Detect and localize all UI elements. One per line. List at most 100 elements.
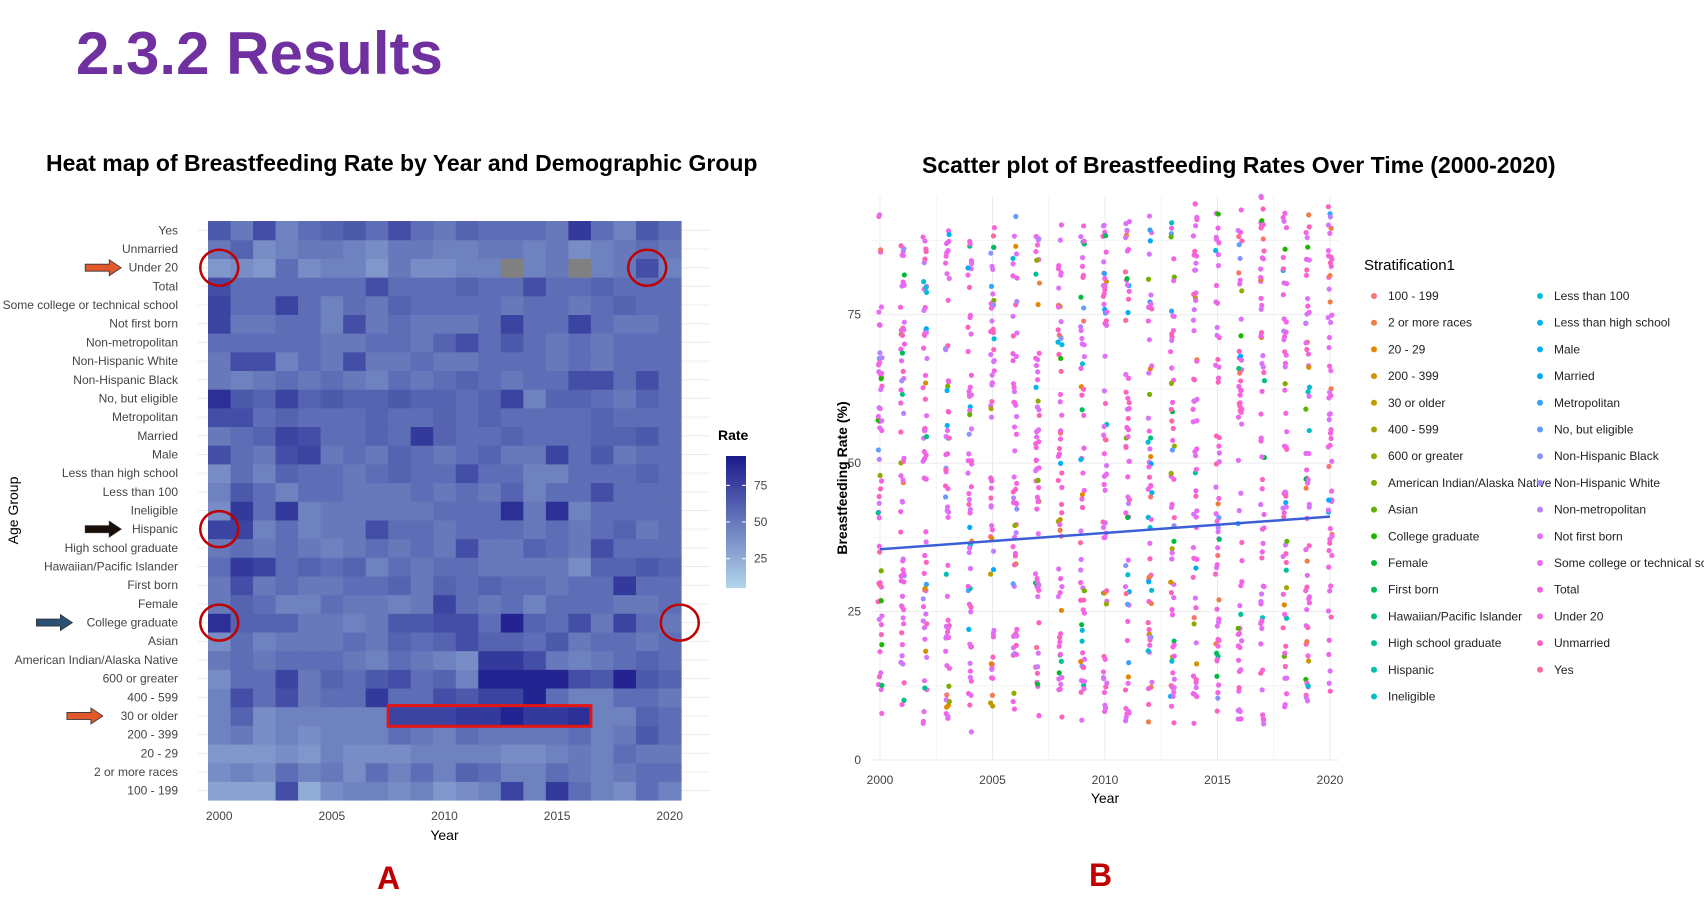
scatter-point [965, 324, 971, 330]
scatter-point [1013, 501, 1020, 507]
heatmap-cell [545, 314, 569, 334]
scatter-point [1124, 228, 1130, 234]
heatmap-cell [275, 725, 299, 745]
scatter-point [1013, 213, 1019, 220]
scatter-point [968, 729, 974, 735]
scatter-point [1261, 583, 1267, 590]
scatter-point [1125, 680, 1131, 686]
scatter-point [1280, 254, 1286, 261]
scatter-point [1146, 304, 1152, 310]
heatmap-cell [208, 669, 232, 689]
scatter-point [1011, 474, 1017, 480]
heatmap-cell [343, 295, 367, 315]
heatmap-cell [410, 426, 434, 446]
heatmap-cell [635, 650, 660, 670]
heatmap-cell [230, 426, 254, 446]
heatmap-y-tick-label: 30 or older [121, 709, 178, 723]
scatter-point [1147, 227, 1153, 233]
scatter-point [1168, 406, 1174, 413]
scatter-point [1215, 263, 1222, 269]
heatmap-cell [590, 594, 615, 614]
scatter-point [1055, 593, 1061, 600]
scatter-legend-swatch [1371, 506, 1377, 513]
scatter-point [1259, 687, 1265, 693]
scatter-point [1215, 695, 1221, 701]
heatmap-cell [253, 613, 277, 633]
heatmap-cell [343, 463, 367, 484]
heatmap-cell [253, 445, 277, 465]
scatter-point [1146, 337, 1152, 343]
scatter-point [1193, 684, 1199, 691]
scatter-point [1057, 460, 1064, 466]
scatter-point [1036, 620, 1042, 626]
heatmap-cell [365, 519, 389, 540]
scatter-point [1055, 304, 1062, 310]
scatter-point [1216, 597, 1222, 603]
heatmap-cell [658, 351, 682, 372]
scatter-point [1238, 207, 1244, 213]
heatmap-cell [410, 725, 434, 745]
heatmap-cell [298, 239, 322, 259]
scatter-point [1191, 307, 1197, 313]
scatter-point [1034, 257, 1040, 263]
heatmap-cell [365, 613, 389, 633]
scatter-point [1190, 317, 1197, 323]
scatter-point [1081, 588, 1087, 594]
scatter-point [1282, 210, 1288, 216]
heatmap-y-tick-label: American Indian/Alaska Native [15, 653, 179, 667]
scatter-point [943, 451, 949, 458]
heatmap-cell [590, 258, 615, 278]
scatter-point [1056, 451, 1063, 457]
scatter-point [1012, 448, 1018, 454]
scatter-point [1169, 607, 1175, 613]
scatter-point [1035, 485, 1042, 491]
heatmap-cell [343, 445, 367, 465]
heatmap-y-tick-label: 200 - 399 [127, 728, 178, 742]
heatmap-cell [230, 781, 254, 801]
heatmap-cell [320, 239, 344, 259]
scatter-point [1169, 331, 1175, 337]
scatter-point [1216, 682, 1222, 688]
heatmap-cell [568, 351, 592, 372]
heatmap-cell [500, 239, 524, 259]
scatter-point [1213, 461, 1219, 467]
scatter-point [1171, 256, 1177, 262]
heatmap-cell [658, 463, 682, 484]
scatter-point [1236, 270, 1242, 276]
scatter-point [1329, 552, 1335, 559]
scatter-point [1126, 458, 1132, 464]
scatter-point [1259, 618, 1265, 624]
heatmap-cell [275, 258, 299, 278]
annotation-highlight-box [386, 704, 593, 728]
scatter-point [1147, 642, 1153, 648]
heatmap-cell [208, 258, 232, 278]
heatmap-cell [635, 463, 660, 484]
heatmap-cell [388, 613, 412, 633]
heatmap-cell [568, 631, 592, 652]
scatter-point [967, 641, 973, 647]
heatmap-cell [230, 221, 254, 241]
scatter-point [1193, 466, 1200, 472]
heatmap-cell [523, 725, 547, 745]
heatmap-cell [568, 613, 592, 633]
scatter-point [1193, 565, 1199, 571]
heatmap-cell [343, 370, 367, 390]
scatter-point [966, 451, 972, 457]
scatter-point [1168, 234, 1174, 240]
scatter-legend-swatch [1371, 613, 1377, 620]
scatter-point [921, 307, 927, 313]
scatter-point [1170, 425, 1176, 432]
scatter-legend-label: Some college or technical school [1554, 556, 1704, 570]
scatter-point [1034, 494, 1041, 500]
scatter-point [1261, 378, 1268, 384]
scatter-point [1237, 392, 1243, 398]
heatmap-cell [568, 538, 592, 558]
heatmap-cell [635, 501, 660, 521]
heatmap-cell [433, 389, 457, 409]
heatmap-cell [545, 538, 569, 558]
heatmap-cell [388, 314, 412, 334]
scatter-point [968, 678, 974, 684]
scatter-point [1192, 691, 1198, 697]
scatter-point [1010, 381, 1017, 387]
heatmap-cell [590, 407, 615, 428]
